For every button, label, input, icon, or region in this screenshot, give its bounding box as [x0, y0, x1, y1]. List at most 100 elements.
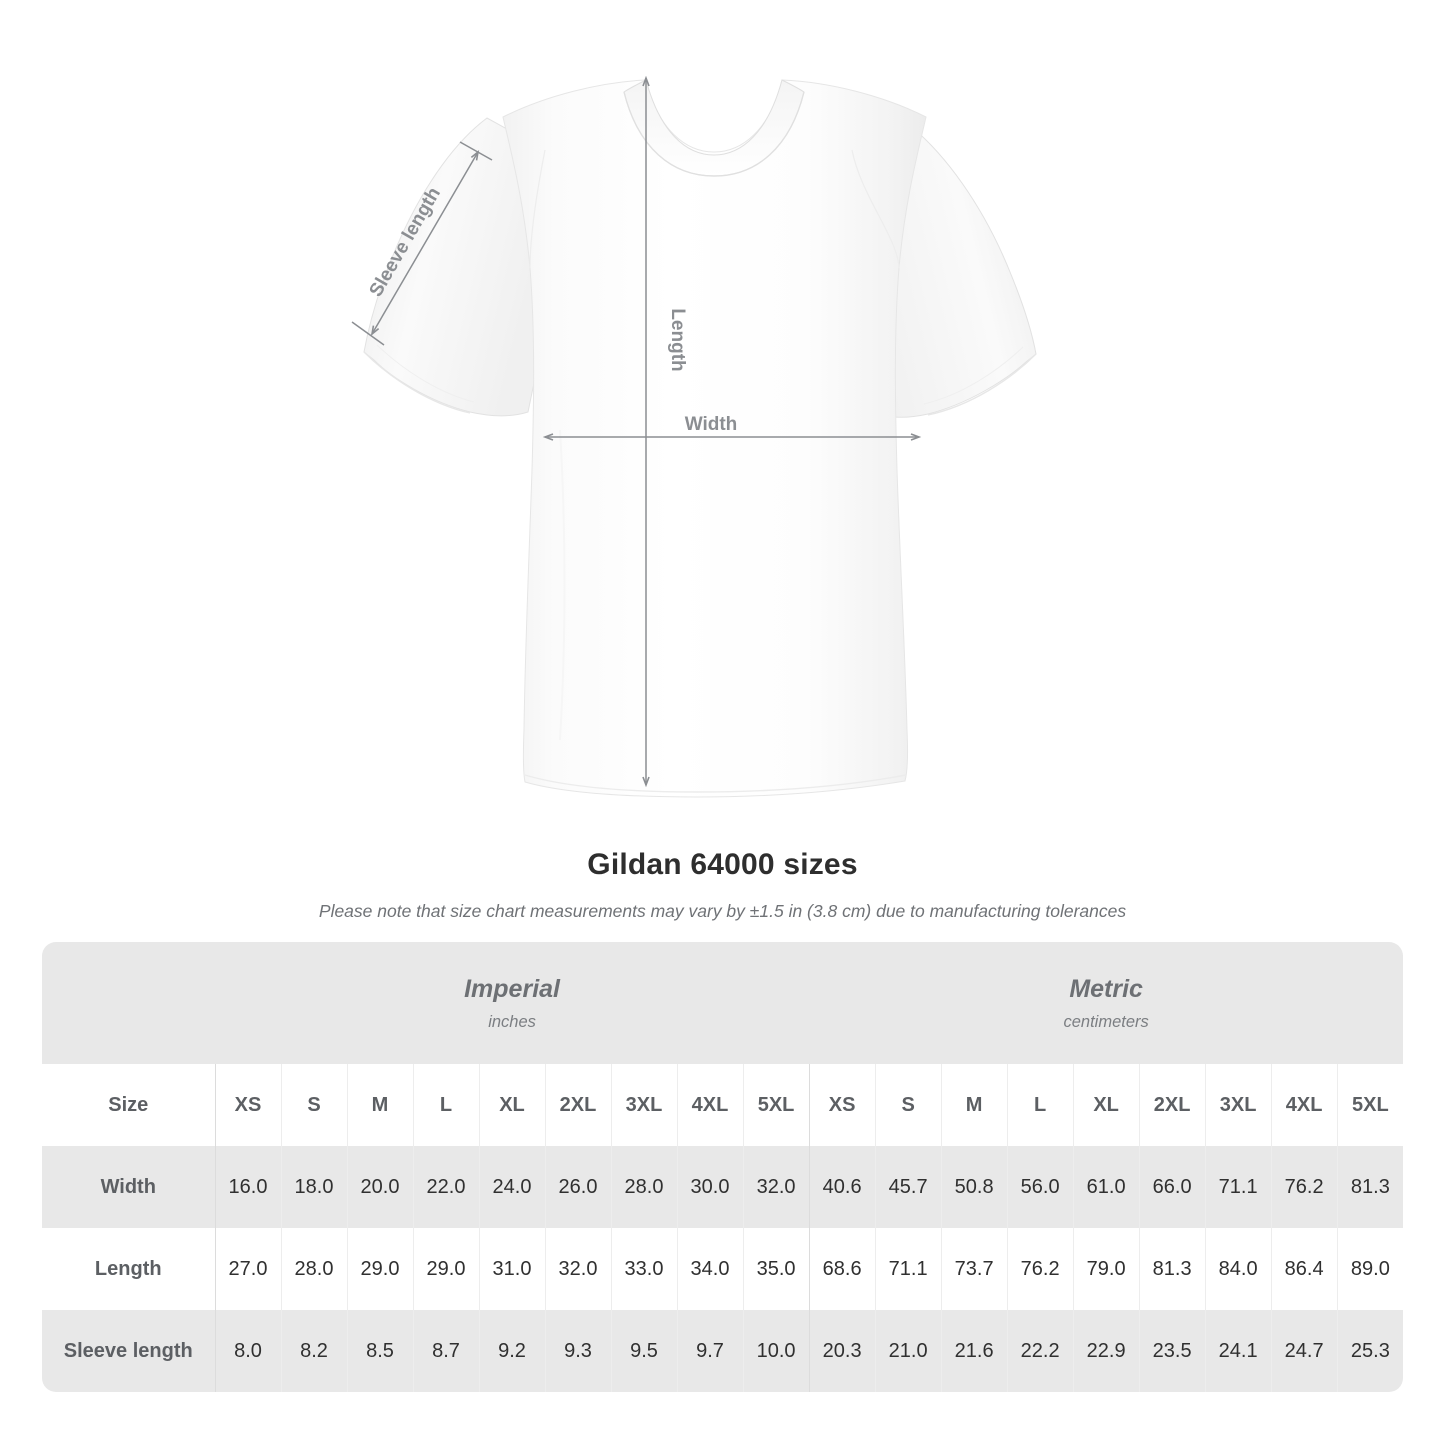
cell-metric: 22.2: [1006, 1310, 1074, 1392]
cell-metric: 66.0: [1138, 1146, 1206, 1228]
unit-section-sub: inches: [488, 1012, 536, 1031]
size-chart-table: Imperial inches Metric centimeters Size XS S M L…: [42, 942, 1404, 1392]
cell-imperial: 29.0: [346, 1228, 413, 1310]
size-chart-table-wrapper: Imperial inches Metric centimeters Size XS S M L…: [42, 942, 1404, 1392]
size-header-metric-s: S: [874, 1064, 942, 1146]
unit-band-spacer: [42, 942, 215, 1064]
cell-metric: 24.1: [1204, 1310, 1272, 1392]
cell-imperial: 32.0: [742, 1146, 810, 1228]
cell-imperial: 28.0: [280, 1228, 347, 1310]
cell-metric: 56.0: [1006, 1146, 1074, 1228]
cell-imperial: 33.0: [610, 1228, 677, 1310]
size-header-imperial-4xl: 4XL: [676, 1064, 743, 1146]
table-header-row: Size XS S M L XL 2XL 3XL 4XL 5XL XS S M L XL 2XL 3XL 4XL 5…: [42, 1064, 1404, 1146]
cell-metric: 89.0: [1336, 1228, 1404, 1310]
size-header-metric-3xl: 3XL: [1204, 1064, 1272, 1146]
page-subtitle: Please note that size chart measurements…: [318, 901, 1127, 921]
cell-metric: 71.1: [1204, 1146, 1272, 1228]
cell-imperial: 9.7: [676, 1310, 743, 1392]
cell-imperial: 26.0: [544, 1146, 611, 1228]
cell-imperial: 16.0: [214, 1146, 281, 1228]
cell-metric: 79.0: [1072, 1228, 1140, 1310]
cell-imperial: 34.0: [676, 1228, 743, 1310]
cell-imperial: 8.0: [214, 1310, 281, 1392]
cell-metric: 21.6: [940, 1310, 1008, 1392]
size-header-metric-4xl: 4XL: [1270, 1064, 1338, 1146]
cell-metric: 21.0: [874, 1310, 942, 1392]
unit-band-row: Imperial inches Metric centimeters: [42, 942, 1404, 1064]
size-header-imperial-l: L: [412, 1064, 479, 1146]
cell-imperial: 10.0: [742, 1310, 810, 1392]
cell-imperial: 9.3: [544, 1310, 611, 1392]
cell-metric: 23.5: [1138, 1310, 1206, 1392]
cell-imperial: 9.2: [478, 1310, 545, 1392]
unit-section-imperial: Imperial inches: [215, 942, 810, 1064]
size-header-metric-2xl: 2XL: [1138, 1064, 1206, 1146]
size-header-metric-l: L: [1006, 1064, 1074, 1146]
cell-imperial: 28.0: [610, 1146, 677, 1228]
cell-imperial: 32.0: [544, 1228, 611, 1310]
size-header-metric-xs: XS: [808, 1064, 876, 1146]
cell-imperial: 27.0: [214, 1228, 281, 1310]
cell-imperial: 29.0: [412, 1228, 479, 1310]
cell-imperial: 30.0: [676, 1146, 743, 1228]
cell-metric: 76.2: [1270, 1146, 1338, 1228]
cell-metric: 40.6: [808, 1146, 876, 1228]
size-header-imperial-2xl: 2XL: [544, 1064, 611, 1146]
cell-imperial: 18.0: [280, 1146, 347, 1228]
shirt-shape: [363, 79, 1037, 798]
cell-metric: 71.1: [874, 1228, 942, 1310]
cell-metric: 61.0: [1072, 1146, 1140, 1228]
size-header-imperial-5xl: 5XL: [742, 1064, 810, 1146]
size-header-metric-5xl: 5XL: [1336, 1064, 1404, 1146]
cell-imperial: 35.0: [742, 1228, 810, 1310]
width-label: Width: [685, 414, 738, 435]
width-annotation: Width: [542, 414, 922, 441]
cell-metric: 20.3: [808, 1310, 876, 1392]
cell-imperial: 22.0: [412, 1146, 479, 1228]
size-header-imperial-xs: XS: [214, 1064, 281, 1146]
column-header-size: Size: [42, 1064, 215, 1146]
cell-metric: 45.7: [874, 1146, 942, 1228]
cell-metric: 81.3: [1336, 1146, 1404, 1228]
tshirt-illustration: Sleeve length Length Width: [351, 75, 1037, 798]
cell-metric: 22.9: [1072, 1310, 1140, 1392]
length-annotation: Length: [642, 75, 688, 788]
size-header-imperial-3xl: 3XL: [610, 1064, 677, 1146]
page-title: Gildan 64000 sizes: [587, 848, 858, 881]
row-label-sleeve-length: Sleeve length: [42, 1310, 215, 1392]
cell-imperial: 8.5: [346, 1310, 413, 1392]
unit-section-name: Imperial: [464, 974, 560, 1003]
unit-section-sub: centimeters: [1063, 1012, 1149, 1031]
tshirt-diagram: Sleeve length Length Width: [351, 75, 1037, 798]
cell-metric: 24.7: [1270, 1310, 1338, 1392]
table-row: Length 27.0 28.0 29.0 29.0 31.0 32.0 33.0 34.0 35…: [42, 1228, 1404, 1310]
table-row: Width 16.0 18.0 20.0 22.0 24.0 26.0 28.0 30.0 32.…: [42, 1146, 1404, 1228]
cell-metric: 73.7: [940, 1228, 1008, 1310]
cell-imperial: 8.7: [412, 1310, 479, 1392]
cell-imperial: 20.0: [346, 1146, 413, 1228]
cell-imperial: 9.5: [610, 1310, 677, 1392]
cell-metric: 81.3: [1138, 1228, 1206, 1310]
size-header-imperial-xl: XL: [478, 1064, 545, 1146]
cell-imperial: 8.2: [280, 1310, 347, 1392]
size-header-imperial-m: M: [346, 1064, 413, 1146]
cell-imperial: 31.0: [478, 1228, 545, 1310]
size-header-imperial-s: S: [280, 1064, 347, 1146]
cell-metric: 25.3: [1336, 1310, 1404, 1392]
unit-section-metric: Metric centimeters: [809, 942, 1404, 1064]
title-block: Gildan 64000 sizes Please note that size…: [0, 846, 1445, 922]
row-label-width: Width: [42, 1146, 215, 1228]
cell-metric: 50.8: [940, 1146, 1008, 1228]
size-header-metric-xl: XL: [1072, 1064, 1140, 1146]
cell-metric: 84.0: [1204, 1228, 1272, 1310]
length-label: Length: [667, 308, 688, 371]
cell-metric: 76.2: [1006, 1228, 1074, 1310]
cell-metric: 68.6: [808, 1228, 876, 1310]
table-row: Sleeve length 8.0 8.2 8.5 8.7 9.2 9.3 9.5 9.7 10.…: [42, 1310, 1404, 1392]
row-label-length: Length: [42, 1228, 215, 1310]
size-header-metric-m: M: [940, 1064, 1008, 1146]
cell-metric: 86.4: [1270, 1228, 1338, 1310]
cell-imperial: 24.0: [478, 1146, 545, 1228]
unit-section-name: Metric: [1069, 974, 1143, 1003]
